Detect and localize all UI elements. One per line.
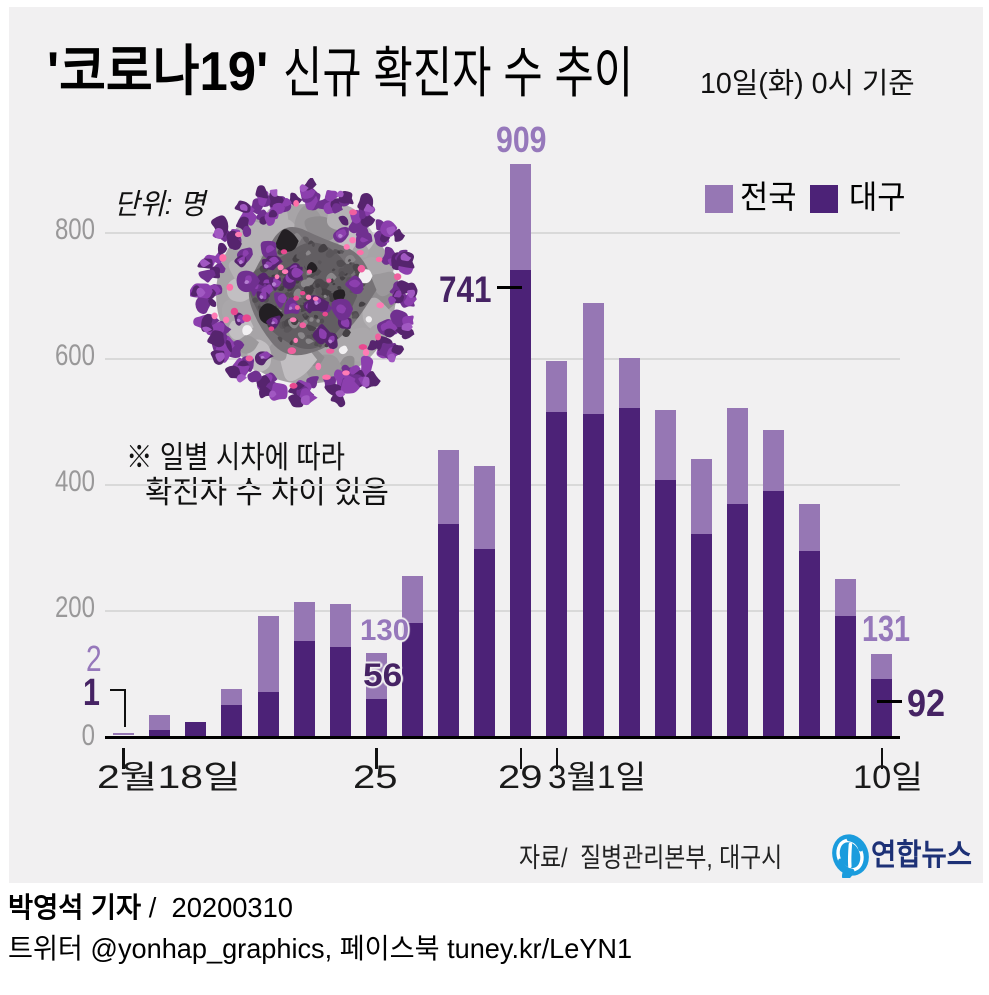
- svg-text:연합뉴스: 연합뉴스: [871, 839, 972, 872]
